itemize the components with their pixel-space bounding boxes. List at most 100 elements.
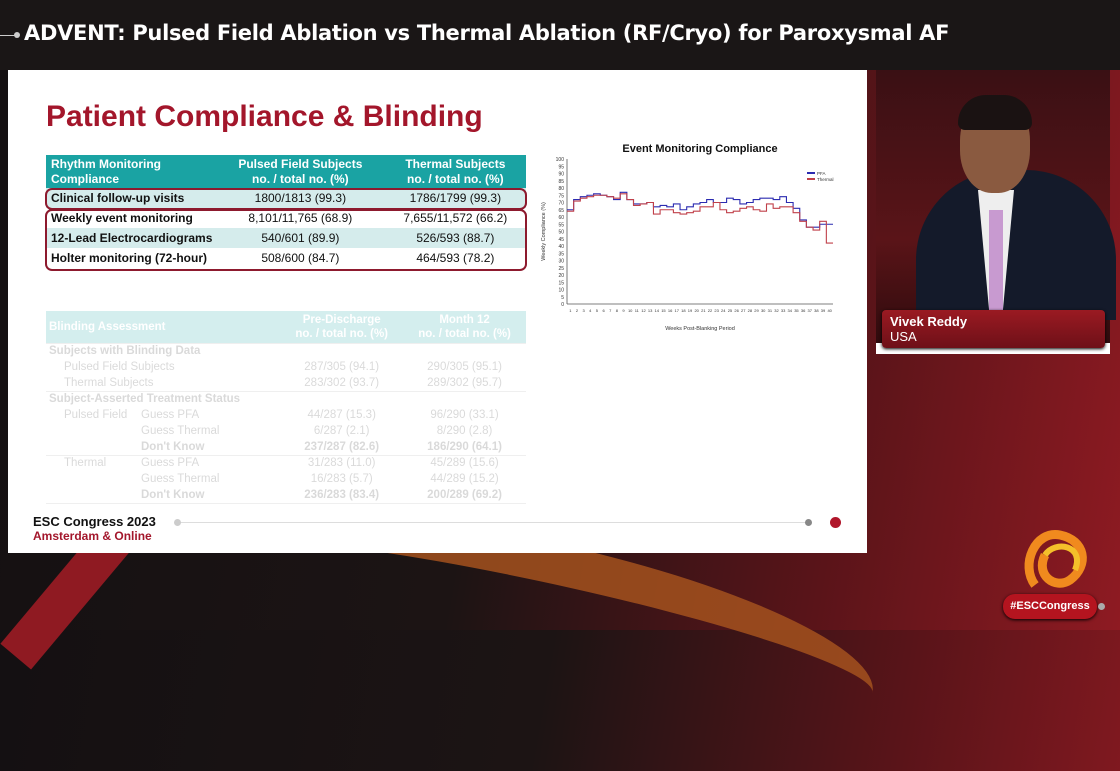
x-tick-label: 36 <box>801 308 806 313</box>
y-tick-label: 45 <box>558 237 564 243</box>
slide-title: Patient Compliance & Blinding <box>46 100 483 133</box>
x-tick-label: 21 <box>701 308 706 313</box>
legend-label: Thermal <box>817 177 834 182</box>
x-tick-label: 9 <box>622 308 625 313</box>
table-row: Weekly event monitoring 8,101/11,765 (68.… <box>51 211 508 225</box>
speaker-country: USA <box>890 329 917 344</box>
x-tick-label: 19 <box>688 308 693 313</box>
x-tick-label: 22 <box>708 308 713 313</box>
progress-dot <box>805 519 812 526</box>
compliance-chart: Event Monitoring Compliance0510152025303… <box>541 143 834 332</box>
x-tick-label: 13 <box>648 308 653 313</box>
highlight-box <box>45 209 527 271</box>
y-tick-label: 40 <box>558 244 564 250</box>
x-tick-label: 2 <box>576 308 579 313</box>
x-tick-label: 26 <box>734 308 739 313</box>
col-header: Thermal Subjects no. / total no. (%) <box>384 155 526 188</box>
y-tick-label: 5 <box>561 295 564 301</box>
title-dot <box>14 32 20 38</box>
broadcast-title: ADVENT: Pulsed Field Ablation vs Thermal… <box>24 21 950 45</box>
table-row: 12-Lead Electrocardiograms 540/601 (89.9)… <box>46 228 526 248</box>
y-tick-label: 20 <box>558 273 564 279</box>
presentation-slide: Patient Compliance & Blinding Rhythm Mon… <box>8 70 867 553</box>
x-tick-label: 40 <box>827 308 832 313</box>
x-tick-label: 35 <box>794 308 799 313</box>
table-row: Holter monitoring (72-hour) 508/600 (84.7… <box>51 251 495 265</box>
x-tick-label: 15 <box>661 308 666 313</box>
y-tick-label: 30 <box>558 259 564 265</box>
x-tick-label: 16 <box>668 308 673 313</box>
x-tick-label: 32 <box>774 308 779 313</box>
progress-dot <box>174 519 181 526</box>
x-tick-label: 28 <box>748 308 753 313</box>
speaker-name-card: Vivek Reddy USA <box>882 310 1105 348</box>
y-axis-label: Weekly Compliance (%) <box>541 202 547 261</box>
title-bar: ADVENT: Pulsed Field Ablation vs Thermal… <box>0 0 1120 70</box>
x-tick-label: 30 <box>761 308 766 313</box>
y-tick-label: 65 <box>558 208 564 214</box>
x-tick-label: 17 <box>674 308 679 313</box>
speaker-tie <box>989 210 1003 310</box>
x-tick-label: 8 <box>616 308 619 313</box>
x-tick-label: 25 <box>728 308 733 313</box>
x-tick-label: 39 <box>821 308 826 313</box>
y-tick-label: 25 <box>558 266 564 272</box>
x-tick-label: 23 <box>714 308 719 313</box>
y-tick-label: 10 <box>558 288 564 294</box>
x-tick-label: 20 <box>694 308 699 313</box>
speaker-name: Vivek Reddy <box>890 314 968 329</box>
y-tick-label: 0 <box>561 302 564 308</box>
x-tick-label: 24 <box>721 308 726 313</box>
y-tick-label: 15 <box>558 280 564 286</box>
x-tick-label: 33 <box>781 308 786 313</box>
x-tick-label: 1 <box>569 308 572 313</box>
col-header: Rhythm Monitoring Compliance <box>46 155 216 188</box>
hashtag-badge: #ESCCongress <box>1003 594 1097 619</box>
speaker-hair <box>958 95 1032 130</box>
x-tick-label: 5 <box>596 308 599 313</box>
x-tick-label: 11 <box>635 308 640 313</box>
y-tick-label: 90 <box>558 172 564 178</box>
progress-dot-current <box>830 517 841 528</box>
blinding-table: Blinding Assessment Pre-Discharge no. / t… <box>46 311 526 504</box>
y-tick-label: 85 <box>558 179 564 185</box>
speaker-video <box>876 70 1116 353</box>
x-tick-label: 18 <box>681 308 686 313</box>
x-tick-label: 3 <box>583 308 586 313</box>
chart-title: Event Monitoring Compliance <box>622 143 777 155</box>
highlight-box <box>45 188 527 210</box>
title-line <box>0 35 18 36</box>
col-header: Pulsed Field Subjects no. / total no. (%) <box>216 155 385 188</box>
x-tick-label: 12 <box>641 308 646 313</box>
hashtag-dot <box>1098 603 1105 610</box>
esc-logo-icon <box>1024 530 1087 588</box>
y-tick-label: 100 <box>556 157 565 163</box>
x-tick-label: 31 <box>768 308 773 313</box>
x-tick-label: 10 <box>628 308 633 313</box>
footer-location: Amsterdam & Online <box>33 529 152 543</box>
y-tick-label: 60 <box>558 215 564 221</box>
x-tick-label: 27 <box>741 308 746 313</box>
y-tick-label: 35 <box>558 251 564 257</box>
x-tick-label: 29 <box>754 308 759 313</box>
series-line-thermal <box>567 193 833 244</box>
x-tick-label: 38 <box>814 308 819 313</box>
table-row: Clinical follow-up visits 1800/1813 (99.3… <box>46 188 526 208</box>
y-tick-label: 55 <box>558 222 564 228</box>
x-tick-label: 4 <box>589 308 592 313</box>
y-tick-label: 50 <box>558 230 564 236</box>
progress-line <box>178 522 808 523</box>
y-tick-label: 70 <box>558 201 564 207</box>
y-tick-label: 75 <box>558 193 564 199</box>
compliance-table: Rhythm Monitoring Compliance Pulsed Field… <box>46 155 526 268</box>
x-tick-label: 7 <box>609 308 612 313</box>
y-tick-label: 80 <box>558 186 564 192</box>
footer-congress: ESC Congress 2023 <box>33 514 156 529</box>
legend-label: PFA <box>817 171 826 176</box>
x-tick-label: 6 <box>602 308 605 313</box>
x-tick-label: 34 <box>788 308 793 313</box>
x-axis-label: Weeks Post-Blanking Period <box>665 326 735 332</box>
name-card-backing <box>876 343 1110 354</box>
x-tick-label: 37 <box>807 308 812 313</box>
x-tick-label: 14 <box>655 308 660 313</box>
